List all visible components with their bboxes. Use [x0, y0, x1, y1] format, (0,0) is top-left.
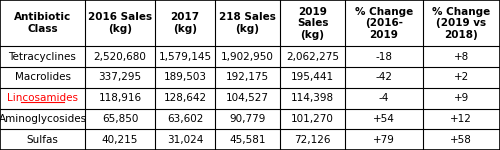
Text: 90,779: 90,779 [230, 114, 266, 124]
Text: Aminoglycosides: Aminoglycosides [0, 114, 86, 124]
Text: +9: +9 [454, 93, 469, 103]
Text: Tetracyclines: Tetracyclines [8, 52, 76, 62]
Text: 118,916: 118,916 [98, 93, 142, 103]
Text: 2016 Sales
(kg): 2016 Sales (kg) [88, 12, 152, 34]
Text: 101,270: 101,270 [291, 114, 334, 124]
Text: Antibiotic
Class: Antibiotic Class [14, 12, 71, 34]
Text: +54: +54 [373, 114, 394, 124]
Text: Macrolides: Macrolides [14, 72, 70, 82]
Text: 104,527: 104,527 [226, 93, 269, 103]
Text: 128,642: 128,642 [164, 93, 206, 103]
Text: 2,062,275: 2,062,275 [286, 52, 339, 62]
Text: +8: +8 [454, 52, 469, 62]
Text: +12: +12 [450, 114, 472, 124]
Text: 195,441: 195,441 [291, 72, 334, 82]
Text: -4: -4 [378, 93, 389, 103]
Text: 218 Sales
(kg): 218 Sales (kg) [219, 12, 276, 34]
Text: 72,126: 72,126 [294, 135, 331, 145]
Text: % Change
(2016-
2019: % Change (2016- 2019 [354, 6, 413, 40]
Text: 337,295: 337,295 [98, 72, 142, 82]
Text: 63,602: 63,602 [167, 114, 203, 124]
Text: -18: -18 [376, 52, 392, 62]
Text: 2019
Sales
(kg): 2019 Sales (kg) [297, 6, 328, 40]
Text: 114,398: 114,398 [291, 93, 334, 103]
Text: 192,175: 192,175 [226, 72, 269, 82]
Text: % Change
(2019 vs
2018): % Change (2019 vs 2018) [432, 6, 490, 40]
Text: 45,581: 45,581 [230, 135, 266, 145]
Text: Sulfas: Sulfas [26, 135, 58, 145]
Text: +58: +58 [450, 135, 472, 145]
Text: 40,215: 40,215 [102, 135, 138, 145]
Text: Lincosamides: Lincosamides [7, 93, 78, 103]
Text: +79: +79 [373, 135, 394, 145]
Text: 1,902,950: 1,902,950 [221, 52, 274, 62]
Text: 31,024: 31,024 [167, 135, 203, 145]
Text: 2,520,680: 2,520,680 [94, 52, 146, 62]
Text: 1,579,145: 1,579,145 [158, 52, 212, 62]
Text: 2017
(kg): 2017 (kg) [170, 12, 200, 34]
Text: 65,850: 65,850 [102, 114, 138, 124]
Text: 189,503: 189,503 [164, 72, 206, 82]
Text: +2: +2 [454, 72, 469, 82]
Text: -42: -42 [376, 72, 392, 82]
